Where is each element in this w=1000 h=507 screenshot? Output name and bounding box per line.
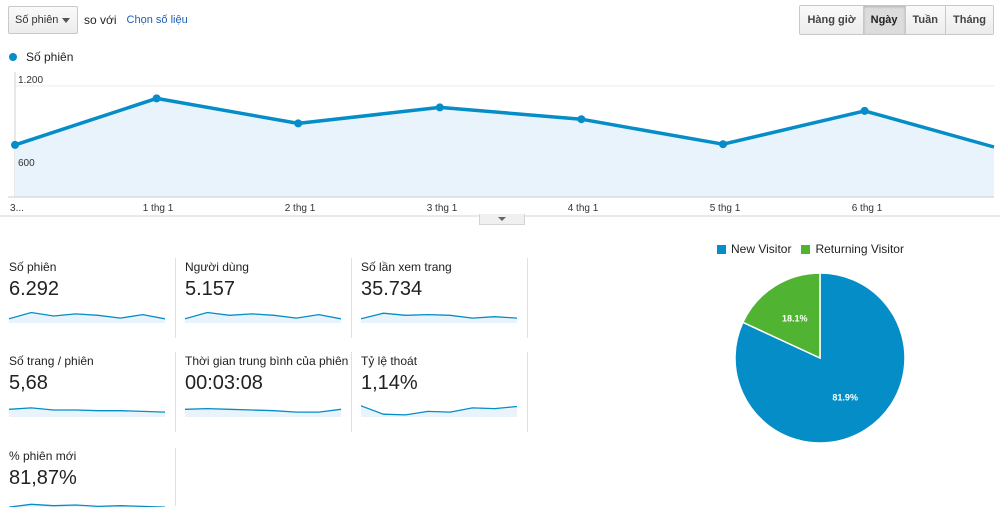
month-button[interactable]: Tháng bbox=[945, 6, 993, 34]
metric-card[interactable]: % phiên mới 81,87% bbox=[9, 449, 169, 507]
data-point[interactable] bbox=[435, 103, 444, 112]
data-point[interactable] bbox=[577, 115, 586, 124]
pie-slice-label: 18.1% bbox=[782, 314, 808, 324]
choose-metric-link[interactable]: Chọn số liệu bbox=[126, 14, 188, 26]
metric-label: Số trang / phiên bbox=[9, 354, 94, 368]
week-button[interactable]: Tuần bbox=[904, 6, 945, 34]
hourly-button[interactable]: Hàng giờ bbox=[800, 6, 863, 34]
chart-controls: Số phiên so với Chọn số liệu bbox=[8, 6, 188, 34]
collapse-arrow-icon bbox=[498, 217, 506, 221]
pie-slice[interactable] bbox=[741, 272, 821, 360]
sparkline-line bbox=[9, 311, 165, 320]
metric-value: 5.157 bbox=[185, 278, 236, 300]
metric-sparkline bbox=[9, 311, 165, 323]
returning-visitor-swatch bbox=[801, 244, 811, 254]
metric-sparkline bbox=[185, 407, 341, 417]
metric-card[interactable]: Người dùng 5.157 bbox=[185, 260, 345, 340]
data-point[interactable] bbox=[11, 140, 19, 149]
metric-sparkline bbox=[361, 405, 517, 417]
x-tick-label: 5 thg 1 bbox=[710, 203, 741, 214]
x-tick-label: 2 thg 1 bbox=[285, 203, 316, 214]
metric-select[interactable]: Số phiên bbox=[8, 6, 78, 34]
data-point[interactable] bbox=[860, 106, 869, 115]
series-line bbox=[14, 96, 995, 149]
sparkline-line bbox=[9, 407, 165, 413]
x-tick-label: 4 thg 1 bbox=[568, 203, 599, 214]
collapse-chart-handle[interactable] bbox=[479, 214, 525, 225]
metric-divider bbox=[527, 258, 528, 338]
sparkline-line bbox=[9, 503, 165, 507]
metric-sparkline bbox=[361, 312, 517, 323]
metric-card[interactable]: Tỷ lệ thoát 1,14% bbox=[361, 354, 521, 434]
granularity-toggle: Hàng giờ Ngày Tuần Tháng bbox=[799, 5, 994, 35]
y-tick-label: 1.200 bbox=[18, 75, 43, 86]
chart-legend: Số phiên bbox=[9, 50, 73, 64]
sparkline-area bbox=[361, 313, 517, 323]
metric-divider bbox=[175, 352, 176, 432]
sessions-line-chart[interactable]: 1.200 600 3... 1 thg 1 2 thg 1 3 thg 1 4 thg 1… bbox=[0, 70, 1000, 218]
metric-value: 35.734 bbox=[361, 278, 423, 300]
metric-card[interactable]: Số trang / phiên 5,68 bbox=[9, 354, 169, 434]
metric-select-value: Số phiên bbox=[15, 14, 59, 26]
data-point[interactable] bbox=[152, 94, 161, 103]
metric-label: Người dùng bbox=[185, 260, 249, 274]
metric-label: % phiên mới bbox=[9, 449, 77, 463]
metric-sparkline bbox=[9, 407, 165, 417]
x-tick-label: 1 thg 1 bbox=[143, 203, 174, 214]
sparkline-line bbox=[361, 312, 517, 320]
metric-value: 81,87% bbox=[9, 467, 77, 489]
data-point[interactable] bbox=[294, 119, 303, 128]
metric-label: Tỷ lệ thoát bbox=[361, 354, 418, 368]
sparkline-line bbox=[361, 405, 517, 416]
metric-value: 00:03:08 bbox=[185, 372, 263, 394]
sparkline-area bbox=[9, 407, 165, 417]
metric-sparkline bbox=[9, 503, 165, 507]
x-tick-label: 3 thg 1 bbox=[427, 203, 458, 214]
x-tick-label: 3... bbox=[10, 203, 24, 214]
metric-label: Số lần xem trang bbox=[361, 260, 452, 274]
sparkline-area bbox=[185, 408, 341, 417]
pie-legend-new-label: New Visitor bbox=[731, 242, 792, 256]
data-point[interactable] bbox=[719, 140, 727, 149]
metric-card[interactable]: Số phiên 6.292 bbox=[9, 260, 169, 340]
day-button[interactable]: Ngày bbox=[862, 6, 905, 34]
metric-card[interactable]: Số lần xem trang 35.734 bbox=[361, 260, 521, 340]
visitor-pie-chart[interactable]: 81.9% 18.1% bbox=[733, 271, 907, 445]
metric-value: 5,68 bbox=[9, 372, 48, 394]
metric-divider bbox=[175, 448, 176, 506]
pie-legend-returning: Returning Visitor bbox=[801, 242, 904, 256]
pie-slice-label: 81.9% bbox=[832, 392, 858, 402]
metric-divider bbox=[351, 258, 352, 338]
pie-legend-new: New Visitor bbox=[717, 242, 791, 256]
metric-sparkline bbox=[185, 311, 341, 323]
metric-label: Thời gian trung bình của phiên bbox=[185, 354, 349, 368]
sparkline-line bbox=[185, 311, 341, 320]
metric-label: Số phiên bbox=[9, 260, 57, 274]
series-dot-icon bbox=[9, 53, 17, 61]
series-name: Số phiên bbox=[26, 50, 74, 64]
compare-label: so với bbox=[84, 13, 117, 27]
metric-card[interactable]: Thời gian trung bình của phiên 00:03:08 bbox=[185, 354, 349, 434]
chevron-down-icon bbox=[62, 18, 70, 23]
series-area bbox=[15, 98, 994, 197]
sparkline-line bbox=[185, 407, 341, 413]
metric-divider bbox=[351, 352, 352, 432]
metric-divider bbox=[527, 352, 528, 432]
metric-value: 6.292 bbox=[9, 278, 60, 300]
y-tick-label: 600 bbox=[18, 158, 35, 169]
pie-legend-returning-label: Returning Visitor bbox=[815, 242, 904, 256]
metric-divider bbox=[175, 258, 176, 338]
new-visitor-swatch bbox=[717, 244, 726, 254]
pie-legend: New Visitor Returning Visitor bbox=[717, 242, 914, 256]
metric-value: 1,14% bbox=[361, 372, 418, 394]
x-tick-label: 6 thg 1 bbox=[852, 203, 883, 214]
